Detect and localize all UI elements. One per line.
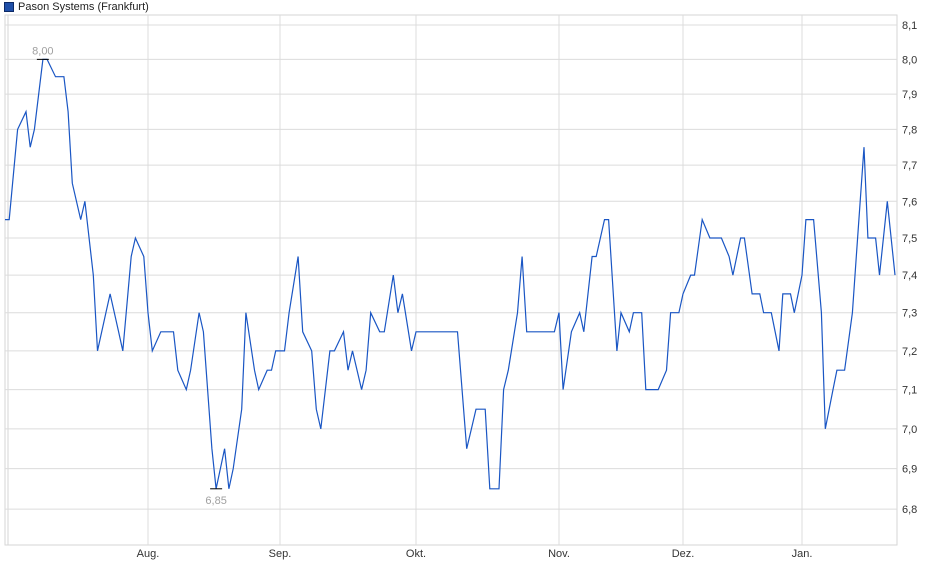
y-tick-label: 7,7 <box>902 160 917 172</box>
grid <box>4 14 898 546</box>
y-tick-label: 7,0 <box>902 424 917 436</box>
y-axis-ticks: 8,1 8,0 7,9 7,8 7,7 7,6 7,5 7,4 7,3 7,2 7,1 7,0 6,9 6… <box>902 20 917 516</box>
y-tick-label: 6,8 <box>902 504 917 516</box>
legend-label: Pason Systems (Frankfurt) <box>18 1 149 13</box>
annotations: 8,00 6,85 <box>32 45 227 506</box>
price-line <box>5 58 896 490</box>
min-label: 6,85 <box>205 495 226 507</box>
x-tick-label: Jan. <box>792 548 813 560</box>
y-tick-label: 7,4 <box>902 270 917 282</box>
y-tick-label: 8,1 <box>902 20 917 32</box>
y-tick-label: 7,8 <box>902 124 917 136</box>
x-axis-ticks: Aug. Sep. Okt. Nov. Dez. Jan. <box>137 548 813 560</box>
legend-swatch <box>4 2 14 12</box>
x-tick-label: Okt. <box>406 548 426 560</box>
x-tick-label: Dez. <box>672 548 695 560</box>
y-tick-label: 7,1 <box>902 385 917 397</box>
x-tick-label: Nov. <box>548 548 570 560</box>
series <box>5 58 896 490</box>
legend: Pason Systems (Frankfurt) <box>4 1 149 13</box>
y-tick-label: 7,6 <box>902 196 917 208</box>
y-tick-label: 7,9 <box>902 89 917 101</box>
y-tick-label: 6,9 <box>902 464 917 476</box>
plot-frame <box>4 14 898 546</box>
y-tick-label: 7,2 <box>902 346 917 358</box>
x-tick-label: Sep. <box>269 548 292 560</box>
y-tick-label: 7,5 <box>902 233 917 245</box>
y-tick-label: 8,0 <box>902 54 917 66</box>
max-label: 8,00 <box>32 45 53 57</box>
y-tick-label: 7,3 <box>902 308 917 320</box>
x-tick-label: Aug. <box>137 548 160 560</box>
